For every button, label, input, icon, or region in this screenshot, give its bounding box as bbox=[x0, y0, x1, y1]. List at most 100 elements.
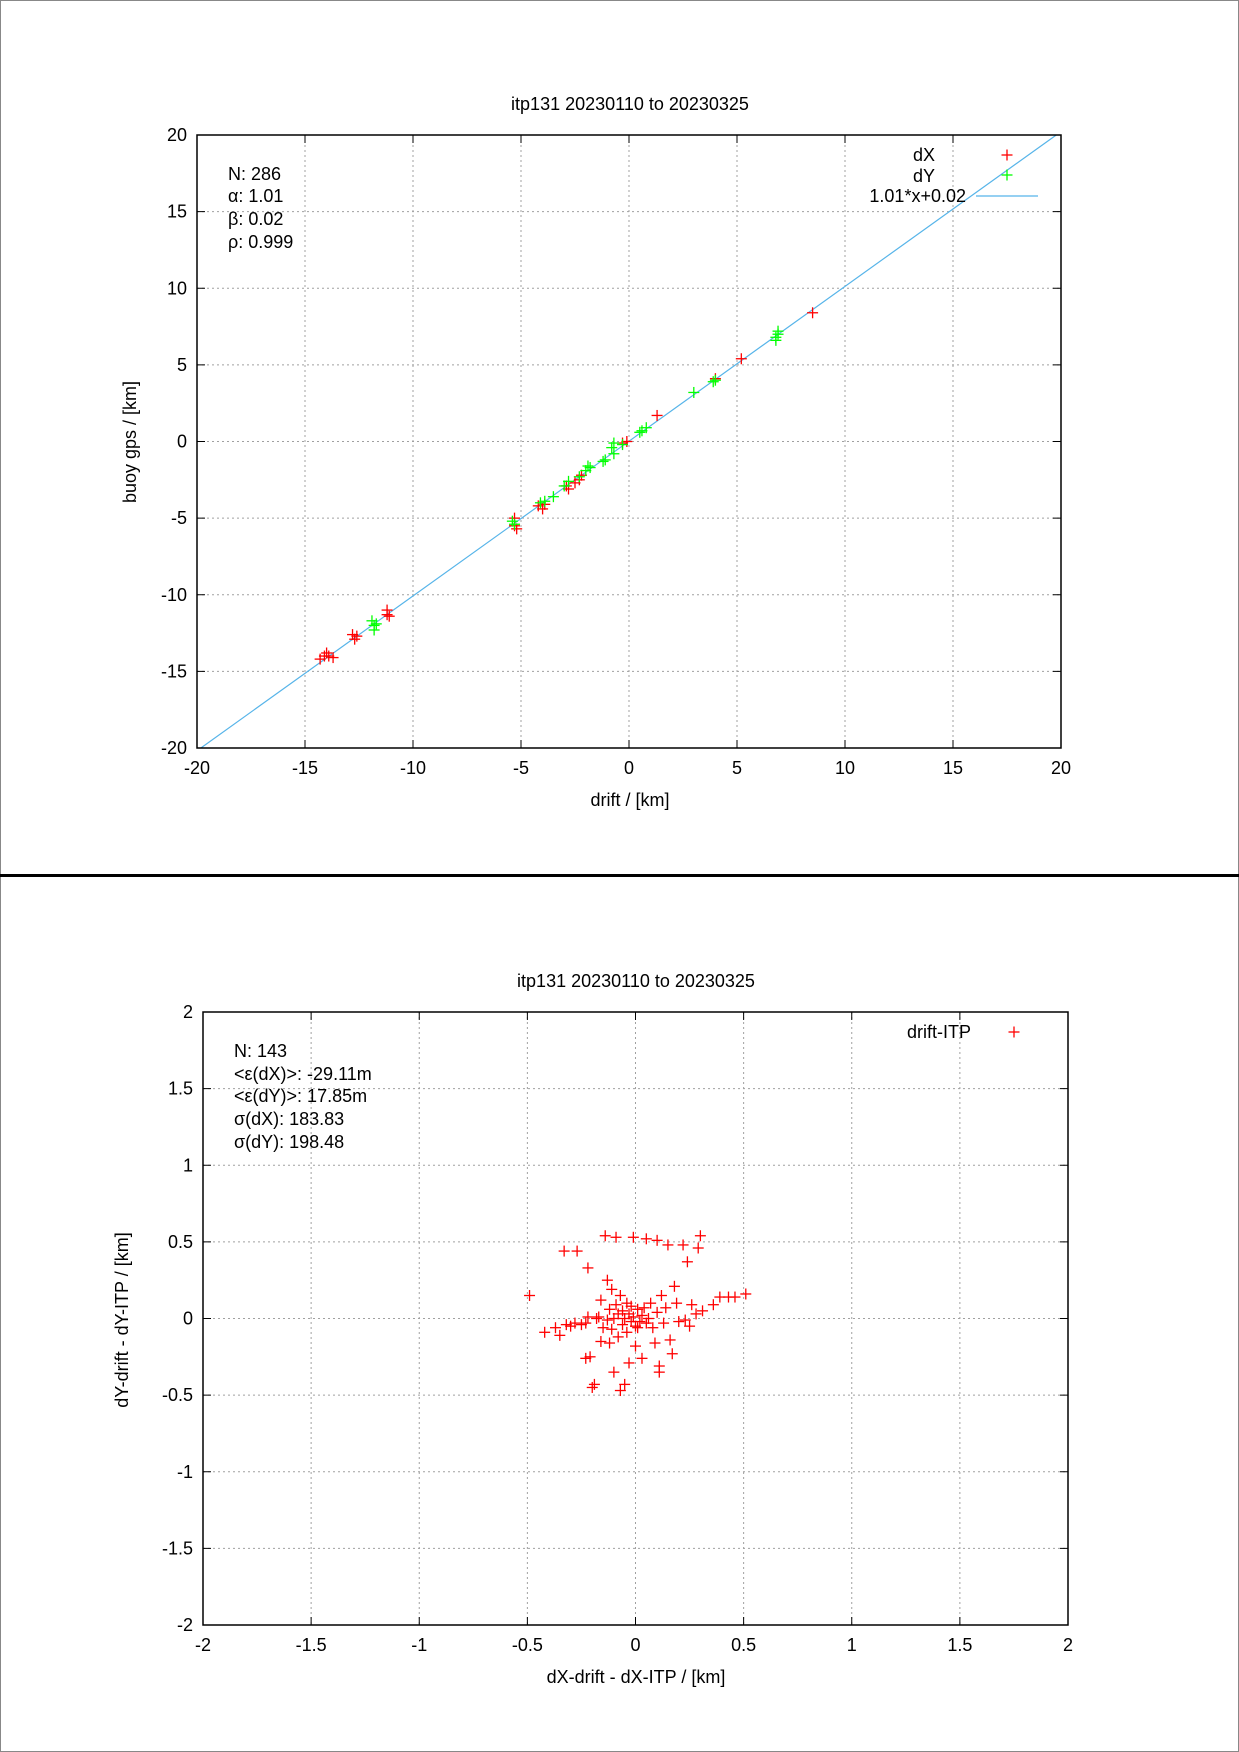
chart-bottom-point-drift-itp bbox=[617, 1305, 629, 1317]
chart-bottom-point-drift-itp bbox=[575, 1319, 587, 1331]
chart-top-point-dx bbox=[575, 469, 587, 481]
chart-top-xtick-label: 15 bbox=[943, 758, 963, 778]
chart-top-xtick-label: -20 bbox=[184, 758, 210, 778]
chart-bottom-point-drift-itp bbox=[649, 1337, 661, 1349]
chart-bottom-point-drift-itp bbox=[662, 1239, 674, 1251]
chart-bottom-point-drift-itp bbox=[558, 1245, 570, 1257]
chart-top-point-dy bbox=[509, 518, 521, 530]
chart-top-title: itp131 20230110 to 20230325 bbox=[511, 94, 749, 114]
chart-bottom-point-drift-itp bbox=[640, 1233, 652, 1245]
chart-top-point-dy bbox=[597, 455, 609, 467]
chart-top-point-dy bbox=[599, 454, 611, 466]
chart-bottom-point-drift-itp bbox=[634, 1316, 646, 1328]
chart-bottom-ytick-label: 1.5 bbox=[168, 1079, 193, 1099]
chart-bottom-legend: drift-ITP bbox=[907, 1022, 1020, 1042]
chart-top-point-dx bbox=[323, 650, 335, 662]
chart-top-point-dy bbox=[640, 422, 652, 434]
chart-bottom-point-drift-itp bbox=[582, 1262, 594, 1274]
chart-top-point-dy bbox=[534, 497, 546, 509]
chart-bottom-point-drift-itp bbox=[584, 1351, 596, 1363]
chart-top-point-dx bbox=[347, 629, 359, 641]
chart-bottom-point-drift-itp bbox=[692, 1242, 704, 1254]
chart-bottom-point-drift-itp bbox=[601, 1274, 613, 1286]
chart-bottom-point-drift-itp bbox=[588, 1378, 600, 1390]
chart-bottom-point-drift-itp bbox=[690, 1308, 702, 1320]
chart-bottom-stat-sigma-dy: σ(dY): 198.48 bbox=[234, 1132, 344, 1152]
chart-bottom-point-drift-itp bbox=[591, 1313, 603, 1324]
chart-top-point-dx bbox=[807, 307, 819, 319]
chart-bottom-point-drift-itp bbox=[595, 1335, 607, 1347]
chart-top-point-dy bbox=[770, 334, 782, 346]
chart-bottom-point-drift-itp bbox=[647, 1322, 659, 1334]
chart-bottom-point-drift-itp bbox=[627, 1231, 639, 1243]
chart-top-point-dx bbox=[381, 609, 393, 621]
chart-bottom-point-drift-itp bbox=[539, 1326, 551, 1338]
chart-top-point-dy bbox=[558, 480, 570, 492]
chart-top-xtick-label: 10 bbox=[835, 758, 855, 778]
chart-top-stat-n: N: 286 bbox=[228, 164, 281, 184]
chart-bottom-point-drift-itp bbox=[617, 1319, 629, 1331]
chart-bottom-point-drift-itp bbox=[554, 1329, 566, 1341]
chart-top-point-dy bbox=[582, 460, 594, 472]
chart-bottom-plot-frame bbox=[202, 1011, 1069, 1626]
chart-top-xtick-label: -10 bbox=[400, 758, 426, 778]
chart-bottom-point-drift-itp bbox=[621, 1326, 633, 1338]
chart-bottom-point-drift-itp bbox=[679, 1314, 691, 1326]
chart-bottom-point-drift-itp bbox=[582, 1311, 594, 1323]
chart-top-xtick-label: -5 bbox=[513, 758, 529, 778]
chart-bottom-ytick-label: 0.5 bbox=[168, 1232, 193, 1252]
chart-top-ytick-label: 5 bbox=[177, 355, 187, 375]
chart-bottom-xtick-label: -1.5 bbox=[296, 1635, 327, 1655]
chart-top-ylabel: buoy gps / [km] bbox=[120, 381, 140, 503]
chart-bottom-point-drift-itp bbox=[597, 1322, 609, 1334]
chart-bottom: itp131 20230110 to 20230325 dX-drift - d… bbox=[112, 971, 1073, 1687]
chart-bottom-point-drift-itp bbox=[684, 1320, 696, 1332]
chart-bottom-stat-mean-dx: <ε(dX)>: -29.11m bbox=[234, 1064, 372, 1084]
chart-bottom-point-drift-itp bbox=[740, 1288, 752, 1300]
chart-bottom-point-drift-itp bbox=[653, 1366, 665, 1378]
chart-top-point-dy bbox=[539, 495, 551, 507]
chart-bottom-point-drift-itp bbox=[636, 1352, 648, 1364]
chart-bottom-point-drift-itp bbox=[671, 1297, 683, 1309]
chart-top-point-dx bbox=[351, 630, 363, 642]
chart-bottom-point-drift-itp bbox=[619, 1378, 631, 1390]
chart-top-point-dy bbox=[688, 386, 700, 398]
legend-label-dy: dY bbox=[913, 166, 935, 186]
chart-bottom-title: itp131 20230110 to 20230325 bbox=[517, 971, 755, 991]
legend-label-fit: 1.01*x+0.02 bbox=[869, 186, 966, 206]
chart-bottom-point-drift-itp bbox=[601, 1314, 613, 1326]
chart-top-point-dy bbox=[617, 439, 629, 451]
chart-bottom-point-drift-itp bbox=[623, 1357, 635, 1369]
chart-top-ytick-label: 0 bbox=[177, 432, 187, 452]
chart-bottom-point-drift-itp bbox=[630, 1320, 641, 1332]
chart-top: itp131 20230110 to 20230325 drift / [km]… bbox=[120, 94, 1071, 810]
chart-top-ytick-label: 20 bbox=[167, 125, 187, 145]
chart-bottom-ytick-label: -0.5 bbox=[162, 1385, 193, 1405]
chart-top-point-dx bbox=[511, 523, 523, 535]
legend-label-dx: dX bbox=[913, 145, 935, 165]
chart-bottom-point-drift-itp bbox=[673, 1316, 685, 1328]
chart-bottom-point-drift-itp bbox=[625, 1300, 637, 1312]
chart-bottom-point-drift-itp bbox=[642, 1313, 654, 1324]
chart-top-xtick-label: 20 bbox=[1051, 758, 1071, 778]
chart-bottom-point-drift-itp bbox=[707, 1299, 719, 1311]
chart-bottom-point-drift-itp bbox=[571, 1245, 583, 1257]
chart-bottom-point-drift-itp bbox=[614, 1290, 626, 1302]
legend-plus-dy bbox=[1001, 169, 1013, 181]
chart-bottom-xtick-label: -0.5 bbox=[512, 1635, 543, 1655]
chart-bottom-point-drift-itp bbox=[524, 1290, 536, 1302]
chart-bottom-xtick-label: -2 bbox=[195, 1635, 211, 1655]
chart-bottom-point-drift-itp bbox=[640, 1317, 652, 1329]
chart-bottom-point-drift-itp bbox=[580, 1317, 592, 1329]
chart-top-ticks: -20 -15 -10 -5 0 5 10 15 20 -20 -15 -10 -5 0 5 10 15 20 bbox=[161, 125, 1071, 778]
chart-top-point-dy bbox=[608, 448, 620, 460]
chart-bottom-point-drift-itp bbox=[681, 1256, 693, 1268]
chart-bottom-point-drift-itp bbox=[560, 1319, 572, 1331]
legend-plus-dx bbox=[1001, 149, 1013, 161]
chart-top-xlabel: drift / [km] bbox=[590, 790, 669, 810]
chart-top-stats: N: 286 α: 1.01 β: 0.02 ρ: 0.999 bbox=[228, 164, 293, 252]
chart-bottom-xtick-label: 1.5 bbox=[947, 1635, 972, 1655]
chart-bottom-xtick-label: -1 bbox=[411, 1635, 427, 1655]
chart-bottom-point-drift-itp bbox=[595, 1294, 607, 1306]
chart-top-marks bbox=[200, 134, 1057, 749]
